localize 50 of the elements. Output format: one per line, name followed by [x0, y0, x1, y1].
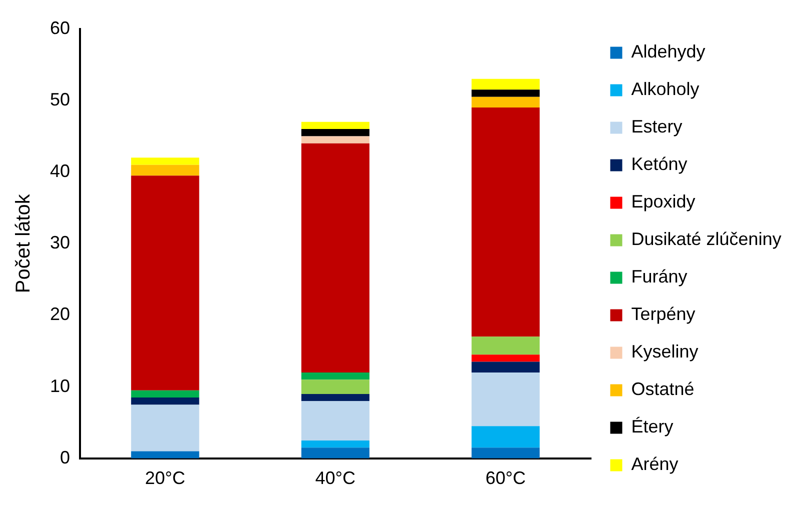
- legend-label: Furány: [631, 266, 688, 287]
- bar: [131, 404, 200, 452]
- bar: [301, 143, 370, 372]
- bar: [472, 372, 540, 426]
- legend-label: Kyseliny: [631, 342, 698, 362]
- bar: [131, 158, 200, 165]
- bar: [301, 448, 370, 458]
- legend-label: Dusikaté zlúčeniny: [631, 229, 782, 250]
- bar: [301, 122, 370, 130]
- bar: [472, 90, 540, 97]
- legend-label: Estery: [631, 116, 682, 137]
- y-tick-label: 40: [50, 160, 70, 181]
- legend-label: Aldehydy: [631, 42, 706, 62]
- legend-label: Ostatné: [631, 379, 694, 400]
- bar: [131, 451, 200, 458]
- bar: [301, 129, 370, 136]
- x-tick-label: 20°C: [145, 468, 186, 488]
- bar: [472, 336, 540, 355]
- bar: [131, 390, 200, 398]
- bar: [472, 96, 540, 108]
- bar: [301, 394, 370, 402]
- y-tick-label: 60: [50, 18, 70, 38]
- bar: [472, 448, 540, 458]
- y-tick-label: 0: [60, 447, 70, 468]
- x-tick-label: 40°C: [315, 468, 356, 488]
- bar: [472, 426, 540, 448]
- legend-label: Ketóny: [631, 154, 688, 174]
- bar: [301, 372, 370, 380]
- bar: [472, 108, 540, 337]
- legend-label: Epoxidy: [631, 192, 696, 212]
- legend-label: Arény: [631, 454, 678, 474]
- bar: [472, 354, 540, 362]
- y-tick-label: 50: [50, 89, 70, 110]
- x-tick-label: 60°C: [486, 468, 526, 488]
- bar: [301, 136, 370, 144]
- legend-label: Terpény: [631, 304, 696, 324]
- bar: [472, 78, 540, 90]
- bar: [131, 398, 200, 405]
- bar: [131, 164, 200, 176]
- bar: [301, 440, 370, 448]
- legend-label: Étery: [631, 416, 674, 437]
- bar: [131, 176, 200, 390]
- y-tick-label: 20: [50, 304, 70, 324]
- y-axis-title: Počet látok: [12, 193, 35, 294]
- bar: [472, 362, 540, 372]
- legend-label: Alkoholy: [631, 79, 700, 100]
- bar: [301, 401, 370, 440]
- y-tick-label: 10: [50, 376, 70, 396]
- bar: [301, 380, 370, 394]
- y-tick-label: 30: [50, 232, 70, 253]
